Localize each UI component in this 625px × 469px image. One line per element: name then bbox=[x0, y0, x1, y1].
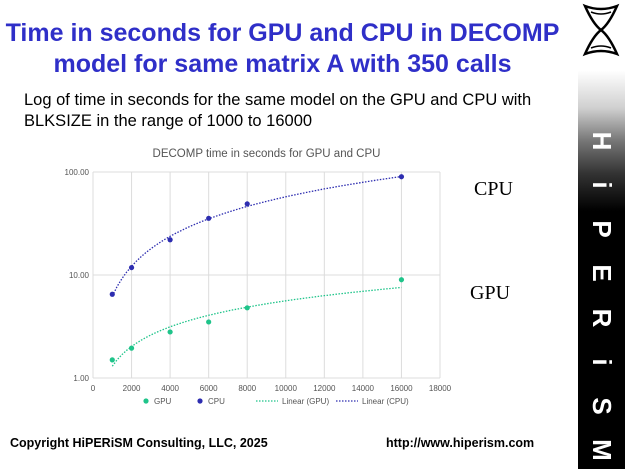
x-tick-label: 18000 bbox=[429, 384, 452, 393]
x-tick-label: 6000 bbox=[200, 384, 218, 393]
data-point-gpu bbox=[109, 357, 115, 363]
brand-letter: S bbox=[586, 397, 617, 415]
legend-label: CPU bbox=[208, 397, 225, 406]
legend-marker bbox=[143, 398, 149, 404]
trendline-cpu bbox=[111, 175, 402, 297]
data-point-gpu bbox=[244, 305, 250, 311]
slide-title: Time in seconds for GPU and CPU in DECOM… bbox=[5, 19, 560, 78]
brand-letter: P bbox=[586, 220, 617, 238]
legend-label: Linear (CPU) bbox=[362, 397, 409, 406]
footer-copyright: Copyright HiPERiSM Consulting, LLC, 2025 bbox=[10, 436, 268, 450]
y-tick-label: 100.00 bbox=[65, 168, 90, 177]
data-point-cpu bbox=[109, 291, 115, 297]
legend-label: Linear (GPU) bbox=[282, 397, 329, 406]
cpu-callout-label: CPU bbox=[474, 178, 513, 200]
decomp-chart: DECOMP time in seconds for GPU and CPU 0 2… bbox=[65, 148, 452, 406]
data-point-cpu bbox=[398, 174, 405, 180]
brand-letter: H bbox=[586, 131, 617, 151]
x-tick-label: 2000 bbox=[123, 384, 141, 393]
slide-subtitle: Log of time in seconds for the same mode… bbox=[24, 91, 532, 130]
data-point-cpu bbox=[167, 237, 173, 243]
brand-letter: R bbox=[586, 308, 617, 327]
brand-letter: E bbox=[586, 264, 617, 283]
footer-url-link[interactable]: http://www.hiperism.com bbox=[386, 436, 535, 450]
legend-marker bbox=[197, 398, 203, 404]
x-tick-label: 12000 bbox=[313, 384, 336, 393]
chart-title: DECOMP time in seconds for GPU and CPU bbox=[153, 148, 381, 160]
x-tick-label: 4000 bbox=[161, 384, 179, 393]
y-tick-label: 10.00 bbox=[69, 271, 90, 280]
brand-letter: i bbox=[586, 181, 617, 189]
y-tick-label: 1.00 bbox=[73, 374, 89, 383]
x-tick-label: 0 bbox=[91, 384, 96, 393]
data-point-gpu bbox=[206, 319, 212, 325]
x-tick-label: 14000 bbox=[352, 384, 375, 393]
data-point-cpu bbox=[206, 215, 212, 221]
hourglass-logo-icon bbox=[582, 3, 620, 57]
x-tick-label: 8000 bbox=[238, 384, 256, 393]
data-point-gpu bbox=[398, 277, 405, 283]
data-point-cpu bbox=[128, 264, 135, 271]
x-tick-label: 10000 bbox=[275, 384, 298, 393]
gpu-callout-label: GPU bbox=[470, 282, 511, 304]
data-point-gpu bbox=[128, 345, 135, 351]
x-tick-label: 16000 bbox=[390, 384, 413, 393]
trendline-gpu bbox=[111, 286, 402, 367]
data-point-gpu bbox=[167, 329, 173, 335]
brand-letter: i bbox=[586, 358, 617, 366]
data-point-cpu bbox=[244, 201, 250, 207]
chart-container: DECOMP time in seconds for GPU and CPU 0 2… bbox=[40, 140, 460, 420]
brand-letter: M bbox=[586, 439, 617, 461]
legend-label: GPU bbox=[154, 397, 172, 406]
